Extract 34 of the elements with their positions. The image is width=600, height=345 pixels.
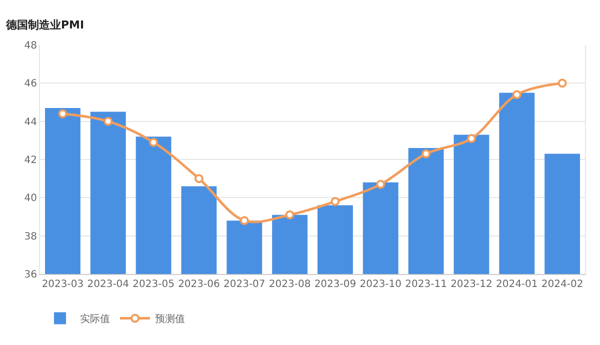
- x-tick-label: 2023-03: [42, 279, 84, 290]
- point: [512, 90, 522, 100]
- x-tick-label: 2023-11: [405, 279, 447, 290]
- x-tick-label: 2023-12: [450, 279, 492, 290]
- y-tick-label: 38: [24, 231, 37, 242]
- point: [558, 78, 567, 88]
- x-tick-label: 2024-02: [541, 279, 584, 290]
- legend-label: 实际值: [80, 313, 110, 326]
- chart-title: 德国制造业PMI: [5, 18, 84, 32]
- point: [285, 210, 294, 220]
- x-tick-label: 2023-08: [268, 279, 311, 290]
- point: [466, 134, 476, 144]
- x-tick-label: 2023-10: [360, 279, 402, 290]
- point: [58, 109, 68, 118]
- x-tick-label: 2023-09: [314, 279, 356, 290]
- x-tick-label: 2023-05: [132, 279, 174, 290]
- point: [376, 180, 386, 189]
- point: [104, 116, 113, 126]
- point: [330, 196, 340, 206]
- x-tick-label: 2023-04: [87, 279, 130, 290]
- point: [422, 149, 431, 158]
- x-tick-label: 2023-07: [223, 279, 266, 290]
- point: [149, 138, 158, 147]
- x-tick-label: 2023-06: [178, 279, 220, 290]
- y-tick-label: 42: [24, 155, 37, 166]
- legend-label: 预测值: [155, 313, 185, 326]
- y-tick-label: 44: [24, 116, 37, 128]
- point: [194, 174, 204, 184]
- y-tick-label: 40: [24, 193, 37, 204]
- x-tick-label: 2024-01: [496, 279, 538, 290]
- y-tick-label: 48: [24, 40, 37, 52]
- y-tick-label: 46: [24, 78, 37, 90]
- point: [240, 216, 249, 226]
- y-tick-label: 36: [24, 270, 37, 280]
